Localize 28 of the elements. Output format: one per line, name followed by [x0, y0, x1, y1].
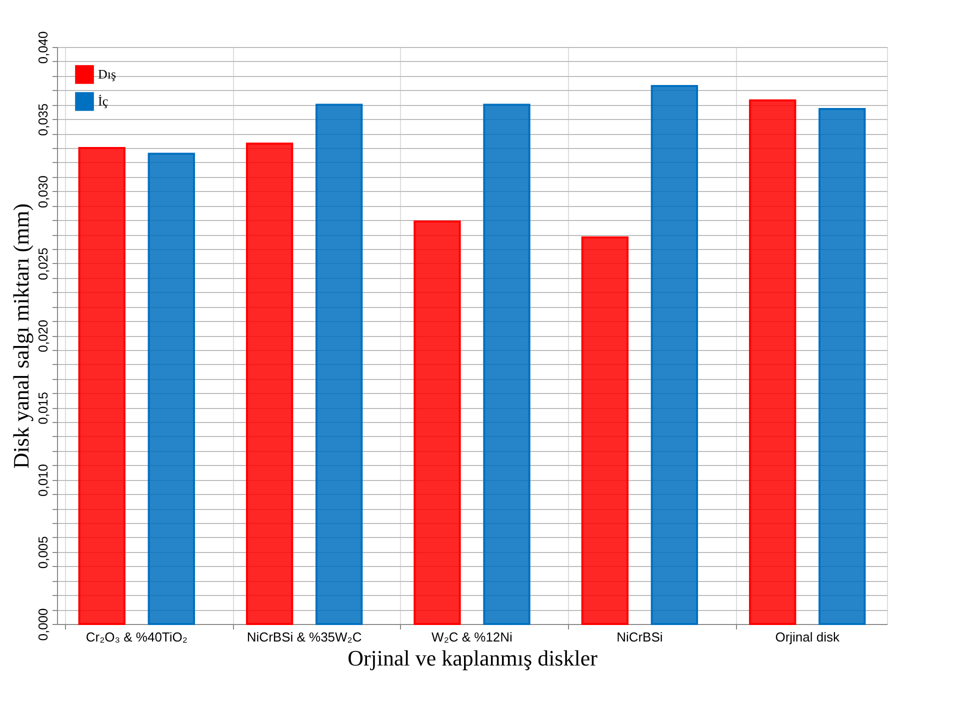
bar: [414, 220, 461, 625]
x-tick-label: W₂C & %12Ni: [432, 630, 513, 644]
bar: [818, 108, 866, 625]
y-tick-label: 0,030: [36, 175, 50, 208]
x-tick-label: Orjinal disk: [775, 630, 840, 644]
x-tick-label: NiCrBSi: [616, 630, 663, 644]
y-axis-title: Disk yanal salgı miktarı (mm): [8, 203, 34, 469]
bar: [748, 99, 796, 625]
y-tick-label: 0,020: [36, 320, 50, 352]
bar: [483, 104, 530, 625]
bar: [78, 146, 126, 625]
y-tick-label: 0,040: [36, 31, 50, 64]
y-tick-label: 0,025: [36, 248, 50, 280]
bar: [581, 236, 629, 625]
legend-label: Dış: [98, 66, 116, 82]
y-tick-label: 0,005: [36, 536, 50, 569]
x-tick-label: NiCrBSi & %35W₂C: [246, 630, 362, 644]
y-tick-label: 0,000: [36, 608, 50, 641]
y-tick-label: 0,035: [36, 103, 50, 136]
y-tick-label: 0,010: [36, 464, 50, 497]
legend-label: İç: [98, 94, 108, 108]
bar: [650, 84, 698, 625]
bar: [315, 104, 363, 625]
x-tick-label: Cr₂O₃ & %40TiO₂: [86, 630, 188, 644]
y-tick-label: 0,015: [36, 392, 50, 424]
bar: [148, 152, 196, 625]
x-axis-title: Orjinal ve kaplanmış diskler: [348, 646, 598, 670]
bar: [246, 142, 294, 625]
